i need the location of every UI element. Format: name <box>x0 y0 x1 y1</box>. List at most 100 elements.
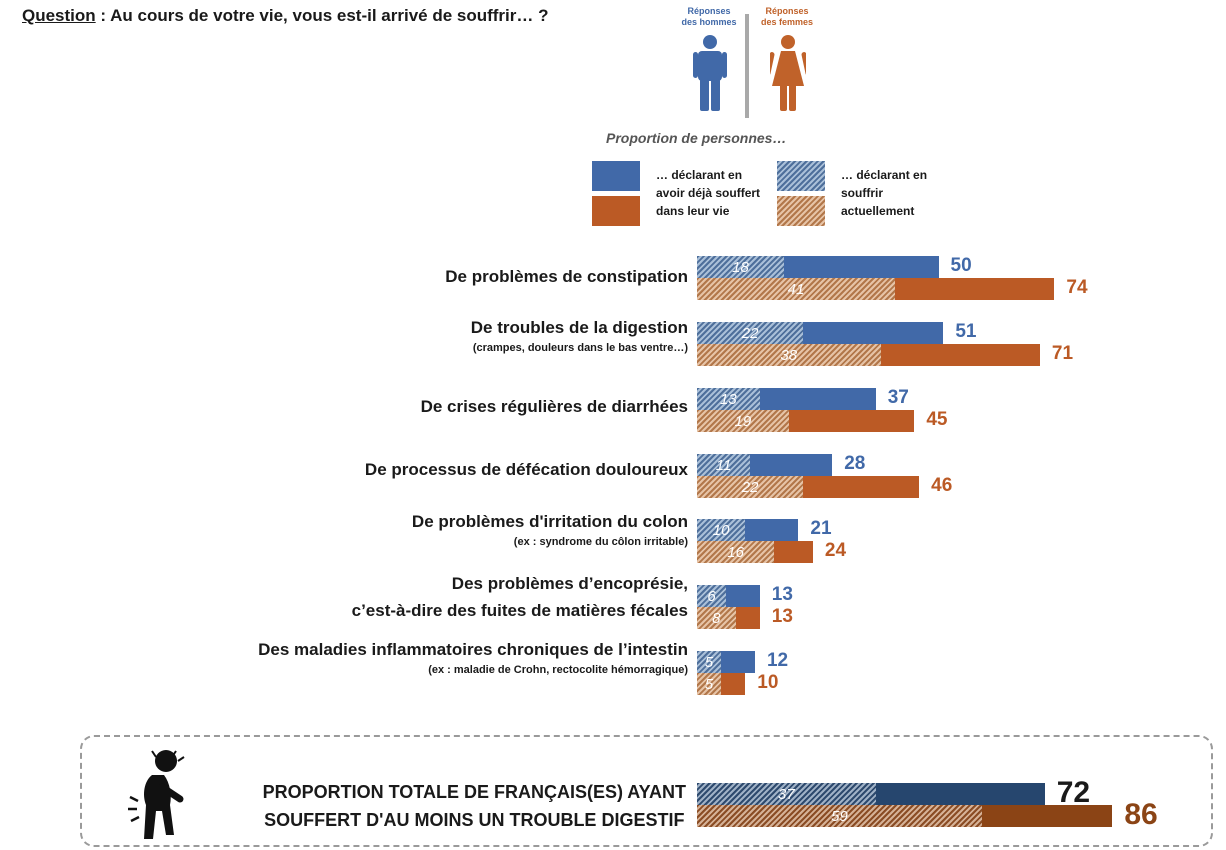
data-label-women-lifetime: 10 <box>757 672 779 693</box>
category-label: De problèmes d'irritation du colon <box>411 512 688 531</box>
data-label-women-current: 22 <box>741 478 759 496</box>
bar-men-current <box>697 454 751 476</box>
data-label-men-current: 10 <box>712 521 730 539</box>
bar-women-current <box>697 673 722 695</box>
data-label-total-men-lifetime: 72 <box>1056 776 1091 809</box>
women-label-line-1: Réponses <box>765 6 809 16</box>
bar-men-lifetime: 5 <box>697 651 755 673</box>
data-label-women-current: 41 <box>787 280 805 298</box>
stomach-pain-person-icon <box>128 750 185 839</box>
data-label-total-women-lifetime: 86 <box>1124 798 1158 831</box>
women-label-line-2: des femmes <box>760 17 814 27</box>
total-label-line-2: SOUFFERT D'AU MOINS UN TROUBLE DIGESTIF <box>264 810 685 830</box>
bar-women-lifetime: 19 <box>697 410 915 432</box>
men-label-line-2: des hommes <box>681 17 737 27</box>
legend-swatch-men-current <box>777 161 825 191</box>
bar-women-current <box>697 344 881 366</box>
data-label-women-current: 5 <box>704 675 714 693</box>
data-label-women-lifetime: 46 <box>931 475 953 496</box>
data-label-men-lifetime: 21 <box>810 518 832 539</box>
category-label: De troubles de la digestion <box>470 318 688 337</box>
total-label: PROPORTION TOTALE DE FRANÇAIS(ES) AYANT … <box>263 778 686 834</box>
bar-women-current <box>697 410 789 432</box>
bar-men-lifetime: 6 <box>697 585 760 607</box>
bar-men-current <box>697 322 804 344</box>
bar-women-current <box>697 278 896 300</box>
data-label-men-current: 13 <box>720 390 737 408</box>
data-label-women-lifetime: 74 <box>1066 277 1088 298</box>
bar-total-women-lifetime: 59 <box>697 805 1113 827</box>
bar-men-lifetime: 13 <box>697 388 876 410</box>
legend-swatch-women-lifetime <box>592 196 640 226</box>
bar-women-current <box>697 607 736 629</box>
bar-men-lifetime: 10 <box>697 519 799 541</box>
data-label-men-lifetime: 37 <box>887 387 909 408</box>
women-legend-label: Réponses des femmes <box>752 6 822 28</box>
category-label: Des problèmes d’encoprésie, <box>451 574 688 593</box>
legend-lifetime-line-3: dans leur vie <box>656 204 730 218</box>
gender-divider <box>745 14 749 118</box>
legend-lifetime-text: … déclarant en avoir déjà souffert dans … <box>656 166 786 220</box>
data-label-women-current: 38 <box>780 346 798 364</box>
bar-total-men-current <box>697 783 876 805</box>
data-label-total-men-current: 37 <box>778 785 795 803</box>
legend-current-line-3: actuellement <box>841 204 915 218</box>
bar-women-current <box>697 476 804 498</box>
bar-men-current <box>697 585 726 607</box>
bar-men-current <box>697 651 722 673</box>
question-prefix: Question <box>22 6 96 25</box>
data-label-total-women-current: 59 <box>831 807 848 825</box>
category-label: c’est-à-dire des fuites de matières féca… <box>351 601 688 620</box>
data-label-women-lifetime: 45 <box>926 409 948 430</box>
bar-women-lifetime: 16 <box>697 541 813 563</box>
bar-total-men-lifetime: 37 <box>697 783 1045 805</box>
data-label-women-lifetime: 13 <box>771 606 793 627</box>
data-label-men-lifetime: 13 <box>771 584 793 605</box>
total-label-line-1: PROPORTION TOTALE DE FRANÇAIS(ES) AYANT <box>262 782 686 802</box>
data-label-men-lifetime: 28 <box>844 453 866 474</box>
legend-swatch-men-lifetime <box>592 161 640 191</box>
category-sublabel: (crampes, douleurs dans le bas ventre…) <box>472 342 688 354</box>
data-label-men-current: 18 <box>732 258 749 276</box>
bar-men-current <box>697 388 760 410</box>
bar-men-lifetime: 18 <box>697 256 939 278</box>
bar-women-lifetime: 38 <box>697 344 1040 366</box>
data-label-women-lifetime: 24 <box>824 540 847 561</box>
category-label: De problèmes de constipation <box>445 267 688 286</box>
legend-lifetime-line-1: … déclarant en <box>656 168 743 182</box>
category-label: De processus de défécation douloureux <box>364 460 688 479</box>
bar-women-current <box>697 541 775 563</box>
woman-icon <box>770 35 806 111</box>
data-label-women-current: 16 <box>727 543 744 561</box>
bar-total-women-current <box>697 805 982 827</box>
data-label-men-lifetime: 51 <box>955 321 977 342</box>
category-label: De crises régulières de diarrhées <box>420 397 688 416</box>
legend-title: Proportion de personnes… <box>606 130 787 146</box>
data-label-women-current: 19 <box>734 412 752 430</box>
total-summary-box <box>80 735 1213 847</box>
category-label: Des maladies inflammatoires chroniques d… <box>258 640 688 659</box>
bar-women-lifetime: 41 <box>697 278 1055 300</box>
bar-women-lifetime: 22 <box>697 476 920 498</box>
men-label-line-1: Réponses <box>687 6 731 16</box>
category-sublabel: (ex : syndrome du côlon irritable) <box>513 536 688 548</box>
data-label-men-current: 11 <box>715 456 732 474</box>
question-text: Question : Au cours de votre vie, vous e… <box>22 6 549 26</box>
data-label-women-current: 8 <box>712 609 721 627</box>
legend-current-text: … déclarant en souffrir actuellement <box>841 166 971 220</box>
category-sublabel: (ex : maladie de Crohn, rectocolite hémo… <box>428 664 688 676</box>
bar-women-lifetime: 8 <box>697 607 760 629</box>
bar-women-lifetime: 5 <box>697 673 746 695</box>
data-label-men-lifetime: 50 <box>950 255 972 276</box>
legend-current-line-2: souffrir <box>841 186 883 200</box>
men-legend-label: Réponses des hommes <box>674 6 744 28</box>
bar-men-current <box>697 519 746 541</box>
data-label-men-lifetime: 12 <box>766 650 789 671</box>
legend-swatch-women-current <box>777 196 825 226</box>
data-label-men-current: 6 <box>707 587 716 605</box>
legend-current-line-1: … déclarant en <box>841 168 928 182</box>
data-label-men-current: 5 <box>704 653 714 671</box>
bar-men-lifetime: 11 <box>697 454 833 476</box>
data-label-women-lifetime: 71 <box>1051 343 1074 364</box>
bar-men-lifetime: 22 <box>697 322 944 344</box>
